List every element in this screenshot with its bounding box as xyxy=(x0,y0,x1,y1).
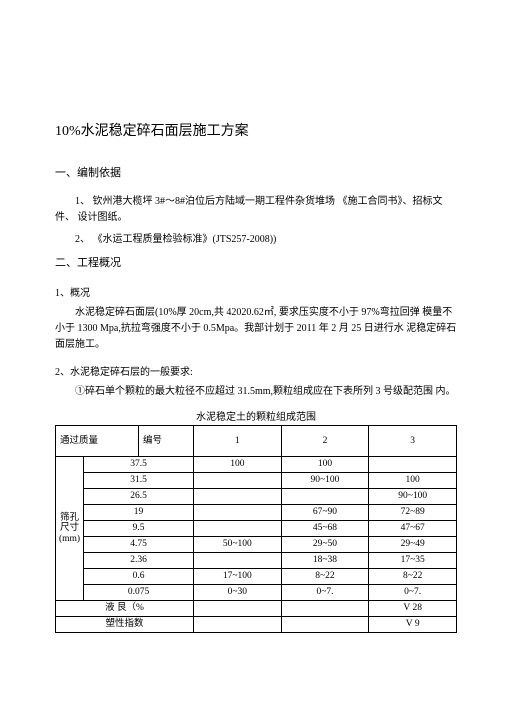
cell xyxy=(369,457,457,473)
plastic-label: 塑性指数 xyxy=(56,617,194,633)
table-row: 0.6 17~100 8~22 8~22 xyxy=(56,569,457,585)
cell xyxy=(194,601,282,617)
cell: 50~100 xyxy=(194,537,282,553)
side-label-bot: (mm) xyxy=(59,534,80,544)
table-row: 筛孔 尺寸 (mm) 37.5 100 100 xyxy=(56,457,457,473)
sec2-p2: ①碎石单个颗粒的最大粒径不应超过 31.5mm,颗粒组成应在下表所列 3 号级配… xyxy=(55,384,457,400)
table-header-row: 通过质量 编号 1 2 3 xyxy=(56,426,457,457)
sec1-p2: 2、 《水运工程质量检验标准》(JTS257-2008)) xyxy=(55,232,457,248)
side-label: 筛孔 尺寸 (mm) xyxy=(56,457,84,601)
cell: 17~35 xyxy=(369,553,457,569)
section-2-heading: 二、工程概况 xyxy=(55,254,457,270)
cell xyxy=(281,617,369,633)
table-row: 19 67~90 72~89 xyxy=(56,505,457,521)
table-row: 0.075 0~30 0~7. 0~7. xyxy=(56,585,457,601)
hdr-bian: 编号 xyxy=(139,426,194,457)
cell: 90~100 xyxy=(369,489,457,505)
gradation-table: 通过质量 编号 1 2 3 筛孔 尺寸 (mm) 37.5 100 100 31… xyxy=(55,425,457,633)
cell: 0~7. xyxy=(369,585,457,601)
size-cell: 0.6 xyxy=(84,569,194,585)
cell: 17~100 xyxy=(194,569,282,585)
col-2: 2 xyxy=(281,426,369,457)
cell xyxy=(194,521,282,537)
cell xyxy=(194,617,282,633)
cell: V 28 xyxy=(369,601,457,617)
table-row: 9.5 45~68 47~67 xyxy=(56,521,457,537)
size-cell: 37.5 xyxy=(84,457,194,473)
cell: 18~38 xyxy=(281,553,369,569)
hdr-left: 通过质量 xyxy=(56,426,139,457)
side-label-top: 筛孔 尺寸 xyxy=(60,513,79,533)
cell: 47~67 xyxy=(369,521,457,537)
size-cell: 31.5 xyxy=(84,473,194,489)
table-row-liquid: 液 艮（% V 28 xyxy=(56,601,457,617)
size-cell: 4.75 xyxy=(84,537,194,553)
table-caption: 水泥稳定土的颗粒组成范围 xyxy=(55,408,457,423)
cell: 45~68 xyxy=(281,521,369,537)
cell: 29~49 xyxy=(369,537,457,553)
cell: 90~100 xyxy=(281,473,369,489)
col-3: 3 xyxy=(369,426,457,457)
table-row: 4.75 50~100 29~50 29~49 xyxy=(56,537,457,553)
cell: 8~22 xyxy=(369,569,457,585)
sec2-p1: 水泥稳定碎石面层(10%厚 20cm,共 42020.62㎡, 要求压实度不小于… xyxy=(55,305,457,353)
sub2-heading: 2、水泥稳定碎石层的一般要求: xyxy=(55,363,457,378)
size-cell: 9.5 xyxy=(84,521,194,537)
size-cell: 2.36 xyxy=(84,553,194,569)
cell: 72~89 xyxy=(369,505,457,521)
cell xyxy=(194,473,282,489)
size-cell: 19 xyxy=(84,505,194,521)
section-1-heading: 一、编制依据 xyxy=(55,164,457,180)
cell: 100 xyxy=(194,457,282,473)
sec1-p1: 1、 钦州港大榄坪 3#～8#泊位后方陆域一期工程件杂货堆场 《施工合同书》、招… xyxy=(55,194,457,226)
size-cell: 26.5 xyxy=(84,489,194,505)
cell: 0~30 xyxy=(194,585,282,601)
cell: 0~7. xyxy=(281,585,369,601)
cell xyxy=(281,489,369,505)
cell: 100 xyxy=(281,457,369,473)
cell: 29~50 xyxy=(281,537,369,553)
table-row: 31.5 90~100 100 xyxy=(56,473,457,489)
cell xyxy=(194,489,282,505)
cell: V 9 xyxy=(369,617,457,633)
table-row-plastic: 塑性指数 V 9 xyxy=(56,617,457,633)
table-row: 26.5 90~100 xyxy=(56,489,457,505)
col-1: 1 xyxy=(194,426,282,457)
table-row: 2.36 18~38 17~35 xyxy=(56,553,457,569)
cell xyxy=(281,601,369,617)
doc-title: 10%水泥稳定碎石面层施工方案 xyxy=(55,120,457,140)
size-cell: 0.075 xyxy=(84,585,194,601)
sub1-heading: 1、概况 xyxy=(55,284,457,299)
cell xyxy=(194,553,282,569)
cell: 8~22 xyxy=(281,569,369,585)
cell: 100 xyxy=(369,473,457,489)
cell xyxy=(194,505,282,521)
cell: 67~90 xyxy=(281,505,369,521)
liquid-label: 液 艮（% xyxy=(56,601,194,617)
